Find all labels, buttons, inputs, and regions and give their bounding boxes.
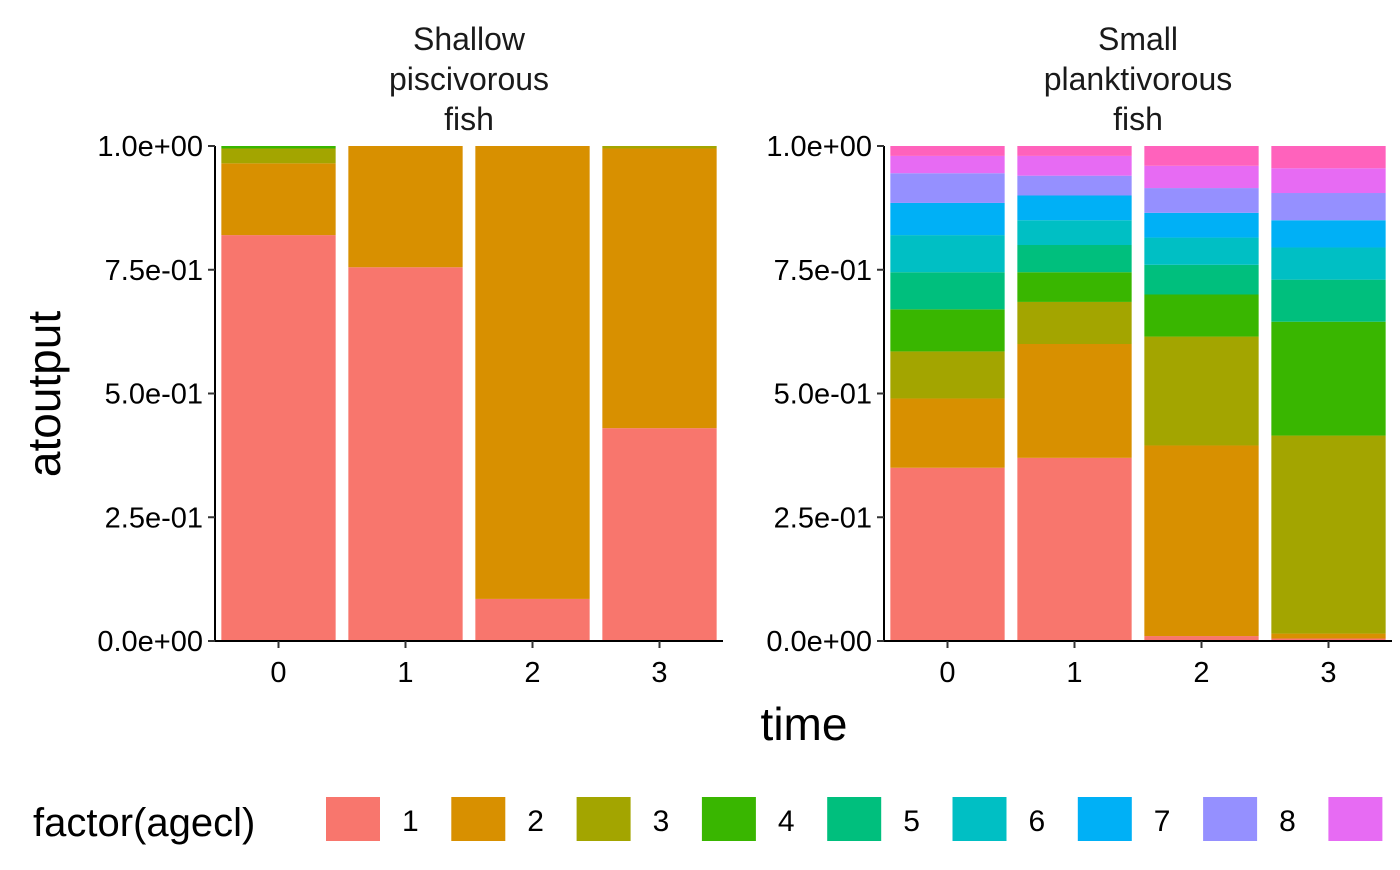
bar-segment — [1017, 195, 1132, 221]
x-tick-label: 1 — [1066, 657, 1082, 689]
legend-key — [451, 797, 506, 841]
legend-key — [576, 797, 631, 841]
bar-segment — [1017, 155, 1132, 176]
bar-segment — [890, 351, 1005, 399]
bar-segment — [221, 146, 336, 149]
panel-title-line: planktivorous — [1044, 61, 1233, 97]
bar-segment — [602, 146, 717, 149]
bar-segment — [602, 148, 717, 429]
bar-segment — [1271, 321, 1386, 436]
legend-label: 6 — [1029, 805, 1046, 838]
bar-segment — [1144, 294, 1259, 337]
legend-label: 8 — [1279, 805, 1296, 838]
panel-title-line: Small — [1098, 21, 1178, 57]
bar-segment — [1271, 247, 1386, 280]
bar-segment — [1144, 212, 1259, 238]
bar-segment — [221, 163, 336, 236]
x-tick-label: 1 — [397, 657, 413, 689]
y-tick-label: 2.5e-01 — [774, 502, 872, 534]
bar-segment — [890, 173, 1005, 203]
bar-segment — [1017, 245, 1132, 273]
y-tick-label: 1.0e+00 — [97, 131, 203, 163]
legend-label: 3 — [653, 805, 670, 838]
legend-key — [1077, 797, 1132, 841]
y-tick-label: 0.0e+00 — [97, 626, 203, 658]
legend-title: factor(agecl) — [33, 801, 255, 845]
legend-label: 1 — [402, 805, 419, 838]
bar-segment — [1144, 146, 1259, 166]
bar-segment — [1144, 336, 1259, 446]
bar-segment — [1271, 168, 1386, 194]
bar-segment — [1144, 445, 1259, 637]
legend-key — [1203, 797, 1258, 841]
bar-segment — [1017, 220, 1132, 245]
y-tick-label: 5.0e-01 — [105, 379, 203, 411]
bar-segment — [348, 146, 463, 268]
y-tick-label: 5.0e-01 — [774, 379, 872, 411]
bar-segment — [890, 309, 1005, 352]
bar-segment — [1017, 301, 1132, 344]
bar-segment — [221, 148, 336, 164]
legend-label: 7 — [1154, 805, 1171, 838]
bar-segment — [1144, 264, 1259, 295]
bar-segment — [890, 398, 1005, 468]
legend-key — [1328, 797, 1383, 841]
bar-segment — [890, 235, 1005, 273]
bar-segment — [1271, 146, 1386, 169]
panel-title-line: fish — [444, 101, 494, 137]
y-axis-title: atoutput — [18, 311, 70, 477]
bar-segment — [890, 202, 1005, 236]
panel-title-line: fish — [1113, 101, 1163, 137]
bar-segment — [890, 272, 1005, 310]
x-tick-label: 2 — [1193, 657, 1209, 689]
x-tick-label: 3 — [1320, 657, 1336, 689]
bar-segment — [602, 428, 717, 641]
legend-key — [326, 797, 380, 841]
x-tick-label: 0 — [270, 657, 286, 689]
bar-segment — [475, 598, 590, 641]
bar-segment — [1271, 638, 1386, 641]
x-tick-label: 2 — [524, 657, 540, 689]
bar-segment — [1144, 165, 1259, 189]
x-axis-title: time — [761, 698, 848, 750]
bar-segment — [1271, 633, 1386, 639]
y-tick-label: 7.5e-01 — [774, 255, 872, 287]
bar-segment — [475, 146, 590, 599]
y-tick-label: 1.0e+00 — [766, 131, 872, 163]
y-tick-label: 2.5e-01 — [105, 502, 203, 534]
bar-segment — [1144, 188, 1259, 213]
panel-title-line: piscivorous — [389, 61, 549, 97]
bar-segment — [890, 467, 1005, 641]
bar-segment — [348, 267, 463, 641]
legend-key — [952, 797, 1007, 841]
bar-segment — [1271, 279, 1386, 322]
legend-key — [827, 797, 882, 841]
bar-segment — [1017, 272, 1132, 302]
x-tick-label: 0 — [939, 657, 955, 689]
bar-segment — [890, 155, 1005, 174]
bar-segment — [221, 235, 336, 641]
bar-segment — [1144, 636, 1259, 641]
legend-key — [701, 797, 756, 841]
y-tick-label: 0.0e+00 — [766, 626, 872, 658]
legend-label: 4 — [778, 805, 795, 838]
legend-label: 5 — [903, 805, 920, 838]
bar-segment — [1017, 457, 1132, 641]
bar-segment — [1017, 175, 1132, 196]
bar-segment — [1271, 220, 1386, 248]
bar-segment — [1017, 344, 1132, 458]
x-tick-label: 3 — [651, 657, 667, 689]
panel-title-line: Shallow — [413, 21, 526, 57]
bar-segment — [1271, 193, 1386, 221]
y-tick-label: 7.5e-01 — [105, 255, 203, 287]
bar-segment — [1144, 237, 1259, 265]
legend-label: 2 — [527, 805, 544, 838]
bar-segment — [1271, 435, 1386, 634]
bar-segment — [890, 146, 1005, 156]
bar-segment — [1017, 146, 1132, 156]
